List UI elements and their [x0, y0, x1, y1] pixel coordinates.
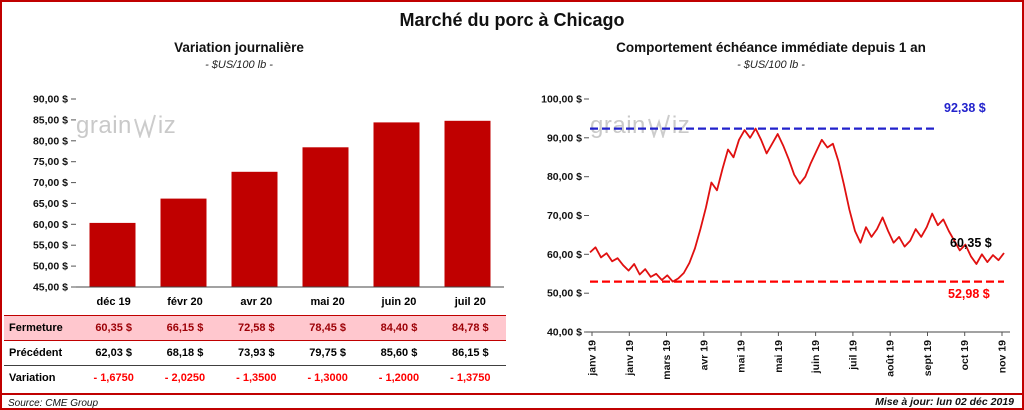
x-axis-tick-label: nov 19: [997, 340, 1009, 373]
x-axis-tick-label: juil 19: [847, 340, 859, 371]
bar-chart: 45,00 $ 50,00 $ 55,00 $ 60,00 $ 65,00 $ 70,00…: [33, 94, 504, 294]
x-axis-tick-label: mai 19: [773, 340, 785, 373]
bar: [160, 198, 207, 287]
price-table: déc 19 févr 20 avr 20 mai 20 juin 20 juil 20 …: [4, 290, 506, 390]
bar: [302, 147, 349, 287]
watermark-w-icon: [133, 114, 156, 138]
watermark-text-left: grain: [76, 112, 132, 139]
table-corner-cell: [4, 290, 78, 315]
bar-chart-title: Variation journalière: [174, 40, 304, 55]
x-axis-tick-label: juin 19: [810, 340, 822, 374]
table-cell: 79,75 $: [309, 346, 346, 359]
x-axis-tick-label: janv 19: [587, 340, 599, 377]
table-cell: 86,15 $: [451, 346, 489, 359]
x-axis-tick-label: oct 19: [959, 340, 971, 371]
bar-chart-subtitle: - $US/100 lb -: [205, 59, 273, 71]
table-cell: 78,45 $: [309, 321, 346, 334]
table-column-header: juin 20: [381, 296, 417, 309]
table-cell: 68,18 $: [166, 346, 204, 359]
y-axis-tick-label: 90,00 $: [547, 132, 582, 144]
y-axis-tick-label: 50,00 $: [547, 288, 582, 300]
table-column-header: avr 20: [240, 296, 273, 309]
x-axis-tick-label: sept 19: [922, 340, 934, 376]
table-header-row: déc 19 févr 20 avr 20 mai 20 juin 20 juil 20: [4, 290, 506, 315]
table-cell: - 1,3500: [236, 371, 277, 384]
watermark-text-right: iz: [157, 112, 177, 139]
y-axis-tick-label: 60,00 $: [33, 219, 68, 231]
table-row: Fermeture 60,35 $ 66,15 $ 72,58 $ 78,45 $ 84,…: [4, 315, 506, 340]
y-axis-tick-label: 65,00 $: [33, 198, 68, 210]
source-note: Source: CME Group: [8, 398, 99, 409]
y-axis-tick-label: 70,00 $: [547, 210, 582, 222]
footer-divider: [2, 393, 1022, 395]
last-value-label: 60,35 $: [950, 236, 992, 250]
bar: [231, 171, 278, 287]
bar: [444, 120, 491, 287]
table-column-header: juil 20: [454, 296, 486, 309]
y-axis-tick-label: 45,00 $: [33, 282, 68, 294]
y-axis-tick-label: 60,00 $: [547, 249, 582, 261]
high-reference-label: 92,38 $: [944, 101, 986, 115]
y-axis-tick-label: 80,00 $: [33, 135, 68, 147]
table-cell: 73,93 $: [237, 346, 275, 359]
table-cell: - 1,2000: [378, 371, 420, 384]
y-axis-tick-label: 100,00 $: [541, 94, 582, 106]
bar: [89, 222, 136, 287]
table-cell: - 1,6750: [93, 371, 134, 384]
line-chart-subtitle: - $US/100 lb -: [737, 59, 805, 71]
y-axis-tick-label: 55,00 $: [33, 240, 68, 252]
x-axis-tick-label: août 19: [885, 340, 897, 377]
x-axis-tick-label: mars 19: [661, 340, 673, 380]
watermark-grainwiz: grain iz: [76, 112, 176, 140]
table-cell: 60,35 $: [95, 321, 133, 334]
x-axis-tick-label: avr 19: [698, 340, 710, 371]
y-axis-tick-label: 40,00 $: [547, 327, 582, 339]
table-cell: 72,58 $: [237, 321, 275, 334]
y-axis-tick-label: 80,00 $: [547, 171, 582, 183]
low-reference-label: 52,98 $: [948, 287, 990, 301]
y-axis-tick-label: 70,00 $: [33, 177, 68, 189]
y-axis-tick-label: 85,00 $: [33, 114, 68, 126]
table-cell: 84,40 $: [380, 321, 418, 334]
y-axis-tick-label: 75,00 $: [33, 156, 68, 168]
table-cell: 66,15 $: [166, 321, 204, 334]
updated-note: Mise à jour: lun 02 déc 2019: [875, 396, 1014, 408]
row-label: Fermeture: [9, 321, 63, 334]
table-row: Précédent 62,03 $ 68,18 $ 73,93 $ 79,75 $ 85,…: [4, 340, 506, 365]
y-axis-tick-label: 90,00 $: [33, 94, 68, 106]
table-cell: - 2,0250: [164, 371, 206, 384]
table-column-header: mai 20: [310, 296, 345, 309]
watermark-grainwiz: grain iz: [590, 112, 690, 140]
table-column-header: févr 20: [167, 296, 203, 309]
bar: [373, 122, 420, 288]
table-row: Variation - 1,6750 - 2,0250 - 1,3500 - 1,300…: [4, 365, 506, 390]
row-label: Précédent: [9, 346, 63, 359]
price-line: [589, 127, 1005, 283]
table-cell: - 1,3000: [307, 371, 348, 384]
line-chart: 40,00 $ 50,00 $ 60,00 $ 70,00 $ 80,00 $ 90,00…: [541, 94, 1010, 380]
table-cell: 84,78 $: [451, 321, 489, 334]
watermark-text-right: iz: [671, 112, 691, 139]
page-title: Marché du porc à Chicago: [399, 10, 625, 30]
table-cell: 85,60 $: [380, 346, 418, 359]
table-column-header: déc 19: [96, 296, 131, 309]
row-label: Variation: [9, 371, 56, 384]
table-cell: 62,03 $: [95, 346, 133, 359]
table-cell: - 1,3750: [450, 371, 491, 384]
y-axis-tick-label: 50,00 $: [33, 261, 68, 273]
watermark-text-left: grain: [590, 112, 646, 139]
x-axis-tick-label: mai 19: [736, 340, 748, 373]
x-axis-tick-label: janv 19: [624, 340, 636, 377]
line-chart-title: Comportement échéance immédiate depuis 1…: [616, 40, 926, 55]
